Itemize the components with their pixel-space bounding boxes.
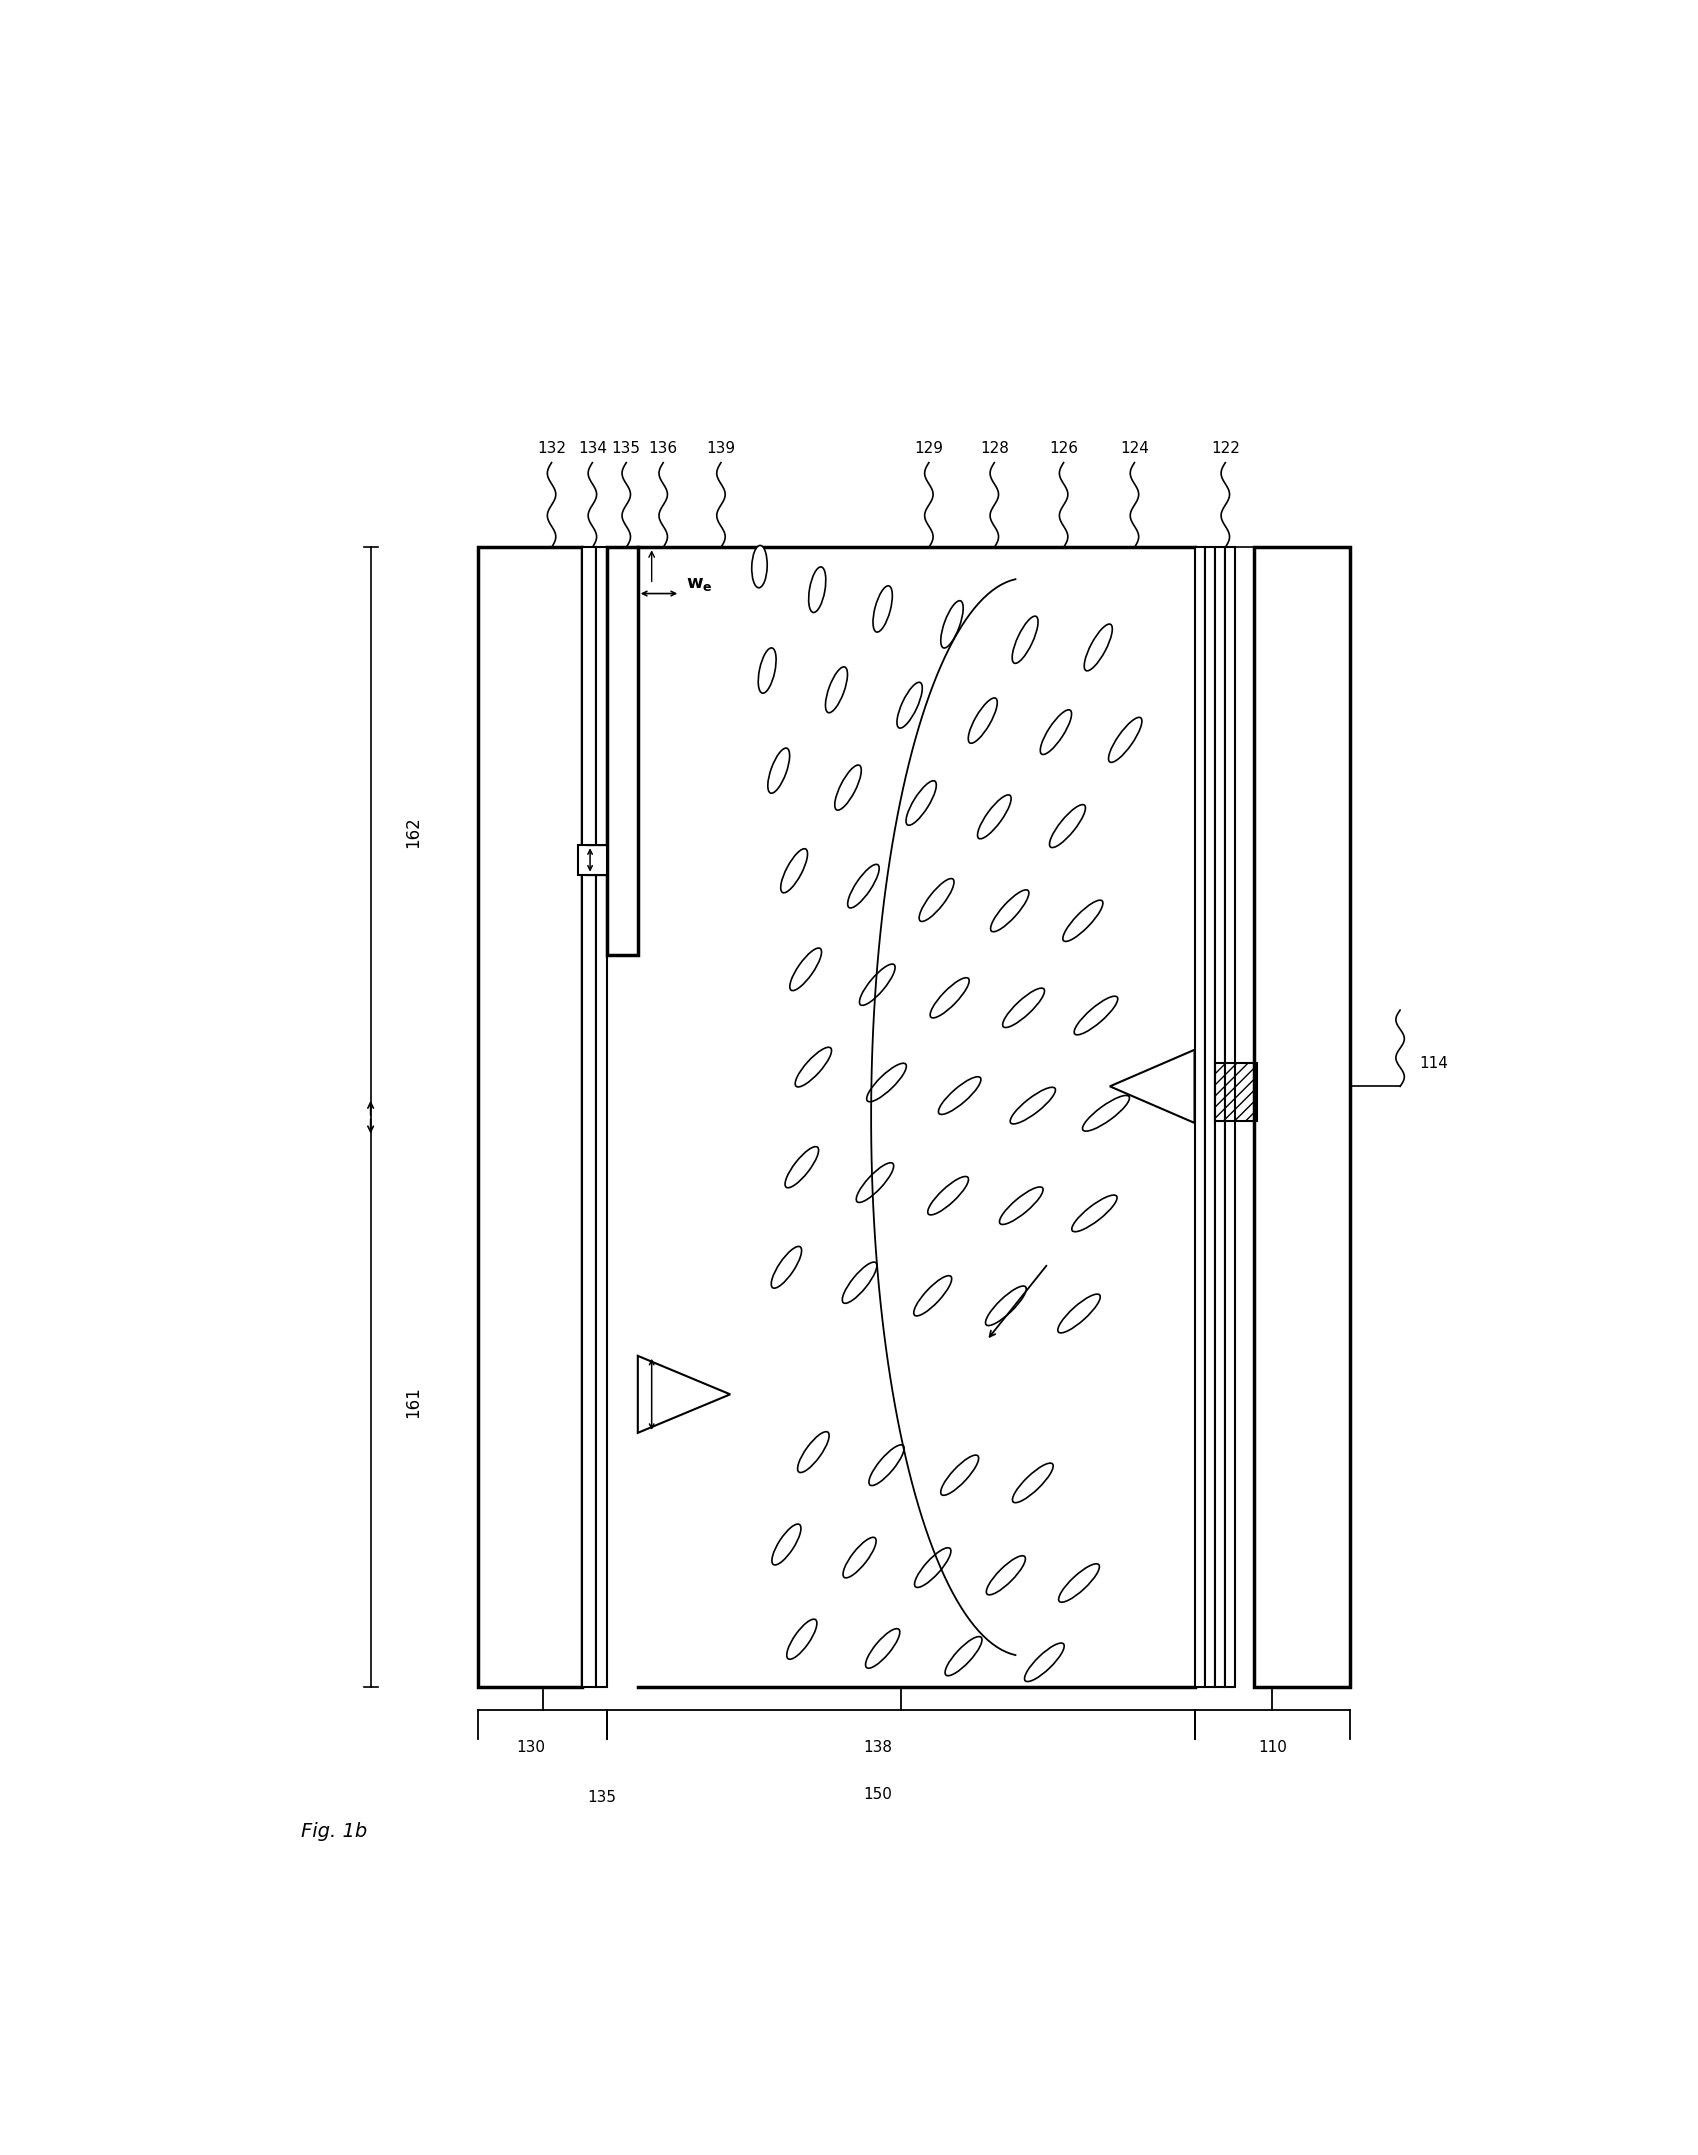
Ellipse shape [868,1444,903,1485]
Ellipse shape [864,1629,900,1668]
Ellipse shape [990,890,1029,931]
Text: $\mathbf{w_e}$: $\mathbf{w_e}$ [686,575,713,593]
Bar [1194,547,1204,1687]
Bar [1204,547,1214,1687]
Text: 135: 135 [588,1791,616,1806]
Ellipse shape [771,1246,801,1289]
Text: 161: 161 [404,1386,421,1418]
Text: 134: 134 [577,442,606,457]
Bar [1214,1062,1257,1121]
Ellipse shape [1012,616,1037,664]
Ellipse shape [987,1556,1026,1595]
Ellipse shape [998,1187,1043,1224]
Ellipse shape [919,879,954,922]
Bar [577,845,606,875]
Text: 110: 110 [1257,1741,1285,1756]
Ellipse shape [808,567,825,612]
Text: 128: 128 [980,442,1009,457]
Ellipse shape [825,666,847,713]
Ellipse shape [1083,625,1112,670]
Ellipse shape [767,748,790,793]
Ellipse shape [751,545,767,588]
Bar [1224,547,1234,1687]
Text: 126: 126 [1048,442,1078,457]
Ellipse shape [842,1263,876,1304]
Ellipse shape [796,1431,829,1472]
Text: 150: 150 [863,1786,891,1802]
Text: 132: 132 [537,442,565,457]
Text: $\mathbf{h_p}$: $\mathbf{h_p}$ [661,1366,683,1390]
Text: 138: 138 [863,1741,891,1756]
Ellipse shape [834,765,861,810]
Ellipse shape [941,1455,978,1496]
Ellipse shape [976,795,1010,838]
Text: 122: 122 [1211,442,1240,457]
Ellipse shape [1082,1095,1129,1131]
Ellipse shape [968,698,997,743]
Ellipse shape [1071,1196,1116,1233]
Ellipse shape [781,849,807,892]
Ellipse shape [873,586,891,631]
Ellipse shape [795,1047,830,1086]
Ellipse shape [914,1276,951,1317]
Ellipse shape [905,780,936,825]
Ellipse shape [1073,996,1117,1034]
Text: 130: 130 [516,1741,545,1756]
Ellipse shape [1058,1565,1099,1601]
Text: 124: 124 [1119,442,1148,457]
Ellipse shape [985,1287,1026,1325]
Text: Fig. 1b: Fig. 1b [301,1821,367,1840]
Ellipse shape [790,948,822,991]
Bar [1253,547,1350,1687]
Ellipse shape [784,1146,818,1187]
Bar [479,547,582,1687]
Ellipse shape [1002,989,1044,1028]
Ellipse shape [859,963,895,1006]
Ellipse shape [1039,709,1071,754]
Ellipse shape [757,649,776,694]
Ellipse shape [771,1524,800,1565]
Ellipse shape [1024,1642,1063,1681]
Polygon shape [637,1355,730,1433]
Bar [596,547,606,1687]
Text: 136: 136 [649,442,678,457]
Text: 162: 162 [404,817,421,849]
Text: 139: 139 [706,442,735,457]
Ellipse shape [842,1537,876,1577]
Text: 129: 129 [914,442,942,457]
Ellipse shape [929,978,968,1017]
Text: $\mathbf{h}$: $\mathbf{h}$ [598,847,610,864]
Ellipse shape [786,1618,817,1659]
Ellipse shape [847,864,878,907]
Ellipse shape [1063,901,1102,942]
Ellipse shape [1010,1088,1054,1125]
Bar [582,547,596,1687]
Ellipse shape [1012,1463,1053,1502]
Ellipse shape [944,1636,981,1677]
Bar [606,547,637,955]
Ellipse shape [937,1078,980,1114]
Polygon shape [1109,1049,1194,1123]
Ellipse shape [866,1062,905,1101]
Text: 135: 135 [611,442,640,457]
Ellipse shape [927,1177,968,1215]
Ellipse shape [856,1164,893,1202]
Ellipse shape [897,683,922,728]
Ellipse shape [1049,804,1085,847]
Bar [1214,547,1224,1687]
Ellipse shape [1058,1295,1100,1334]
Ellipse shape [1107,718,1141,763]
Ellipse shape [914,1547,951,1588]
Ellipse shape [941,601,963,649]
Text: 114: 114 [1418,1056,1447,1071]
